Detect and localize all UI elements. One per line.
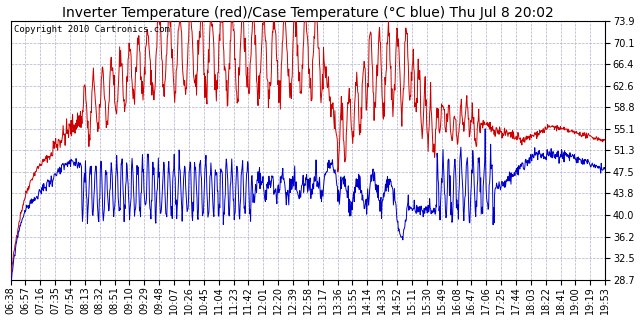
Text: Copyright 2010 Cartronics.com: Copyright 2010 Cartronics.com — [13, 25, 170, 34]
Title: Inverter Temperature (red)/Case Temperature (°C blue) Thu Jul 8 20:02: Inverter Temperature (red)/Case Temperat… — [62, 5, 554, 20]
